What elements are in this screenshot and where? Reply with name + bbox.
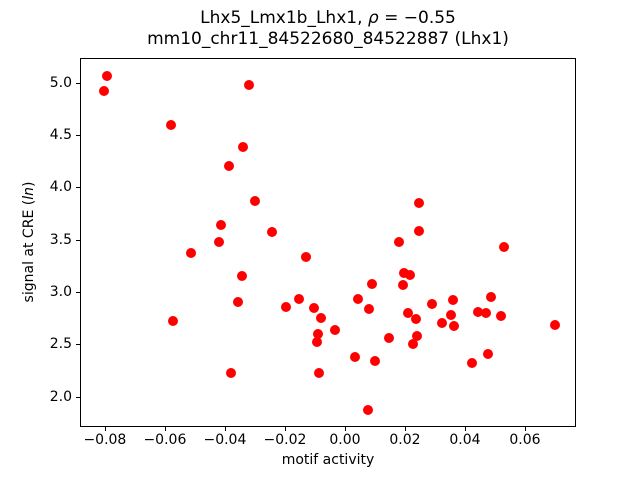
x-tick-label: −0.06 bbox=[143, 432, 187, 448]
title-gene-names: Lhx5_Lmx1b_Lhx1, bbox=[200, 8, 368, 28]
data-point bbox=[384, 332, 395, 343]
data-point bbox=[414, 226, 425, 237]
y-axis-label-ln: ln bbox=[21, 187, 37, 200]
data-point bbox=[329, 324, 340, 335]
x-tick-label: −0.02 bbox=[263, 432, 307, 448]
data-point bbox=[499, 241, 510, 252]
x-tick-mark bbox=[104, 427, 106, 431]
data-point bbox=[185, 248, 196, 259]
y-tick-label: 3.0 bbox=[49, 283, 72, 300]
x-tick-mark bbox=[224, 427, 226, 431]
x-tick-mark bbox=[524, 427, 526, 431]
chart-subtitle: mm10_chr11_84522680_84522887 (Lhx1) bbox=[147, 29, 509, 49]
y-tick-label: 3.5 bbox=[49, 231, 72, 248]
data-point bbox=[232, 297, 243, 308]
data-point bbox=[446, 309, 457, 320]
data-point bbox=[215, 219, 226, 230]
x-tick-label: 0.02 bbox=[389, 432, 421, 448]
x-tick-mark bbox=[464, 427, 466, 431]
data-point bbox=[473, 306, 484, 317]
y-tick-mark bbox=[76, 291, 80, 293]
title-rho-value: = −0.55 bbox=[378, 8, 456, 28]
data-point bbox=[437, 318, 448, 329]
data-point bbox=[407, 339, 418, 350]
data-point bbox=[550, 320, 561, 331]
data-point bbox=[394, 236, 405, 247]
data-point bbox=[293, 294, 304, 305]
data-point bbox=[223, 161, 234, 172]
data-point bbox=[485, 292, 496, 303]
y-tick-mark bbox=[76, 344, 80, 346]
data-point bbox=[353, 294, 364, 305]
data-point bbox=[482, 348, 493, 359]
chart-title: Lhx5_Lmx1b_Lhx1, ρ = −0.55 mm10_chr11_84… bbox=[80, 8, 576, 50]
data-point bbox=[481, 307, 492, 318]
data-point bbox=[413, 197, 424, 208]
data-point bbox=[448, 321, 459, 332]
x-axis-label: motif activity bbox=[281, 452, 375, 468]
data-point bbox=[226, 367, 237, 378]
y-tick-label: 4.5 bbox=[49, 126, 72, 143]
data-point bbox=[427, 299, 438, 310]
data-point bbox=[244, 79, 255, 90]
data-point bbox=[266, 227, 277, 238]
data-point bbox=[167, 316, 178, 327]
data-point bbox=[236, 271, 247, 282]
x-tick-label: −0.04 bbox=[203, 432, 247, 448]
data-point bbox=[316, 313, 327, 324]
data-point bbox=[364, 303, 375, 314]
data-point bbox=[448, 295, 459, 306]
data-point bbox=[313, 367, 324, 378]
y-tick-mark bbox=[76, 187, 80, 189]
x-tick-mark bbox=[404, 427, 406, 431]
data-point bbox=[98, 85, 109, 96]
y-tick-label: 5.0 bbox=[49, 74, 72, 91]
y-axis-label-paren: ) bbox=[21, 181, 37, 188]
y-tick-label: 2.5 bbox=[49, 336, 72, 353]
data-point bbox=[280, 301, 291, 312]
data-point bbox=[410, 314, 421, 325]
data-point bbox=[308, 302, 319, 313]
y-tick-label: 4.0 bbox=[49, 179, 72, 196]
data-point bbox=[101, 71, 112, 82]
data-point bbox=[495, 310, 506, 321]
y-axis-label-text: signal at CRE ( bbox=[21, 199, 37, 303]
data-point bbox=[398, 268, 409, 279]
data-point bbox=[397, 279, 408, 290]
x-tick-mark bbox=[344, 427, 346, 431]
x-tick-label: −0.08 bbox=[83, 432, 127, 448]
data-point bbox=[301, 252, 312, 263]
data-point bbox=[411, 330, 422, 341]
data-point bbox=[250, 195, 261, 206]
data-point bbox=[370, 356, 381, 366]
plot-area bbox=[80, 58, 576, 427]
data-point bbox=[367, 278, 378, 289]
data-point bbox=[350, 351, 361, 362]
data-point bbox=[405, 270, 416, 281]
x-tick-label: 0.04 bbox=[449, 432, 481, 448]
x-tick-label: 0.06 bbox=[509, 432, 541, 448]
y-tick-mark bbox=[76, 396, 80, 398]
y-tick-mark bbox=[76, 239, 80, 241]
data-point bbox=[214, 236, 225, 247]
y-tick-mark bbox=[76, 134, 80, 136]
data-point bbox=[311, 337, 322, 348]
x-tick-mark bbox=[284, 427, 286, 431]
data-point bbox=[362, 405, 373, 416]
title-rho-symbol: ρ bbox=[367, 8, 379, 28]
chart-title-line1: Lhx5_Lmx1b_Lhx1, ρ = −0.55 bbox=[80, 8, 576, 29]
x-tick-label: 0.00 bbox=[329, 432, 361, 448]
y-tick-label: 2.0 bbox=[49, 388, 72, 405]
data-point bbox=[402, 307, 413, 318]
x-tick-mark bbox=[164, 427, 166, 431]
data-point bbox=[467, 358, 478, 369]
y-tick-mark bbox=[76, 82, 80, 84]
data-point bbox=[166, 120, 177, 131]
y-axis-label: signal at CRE (ln) bbox=[21, 182, 37, 303]
data-point bbox=[313, 328, 324, 339]
data-point bbox=[238, 142, 249, 153]
